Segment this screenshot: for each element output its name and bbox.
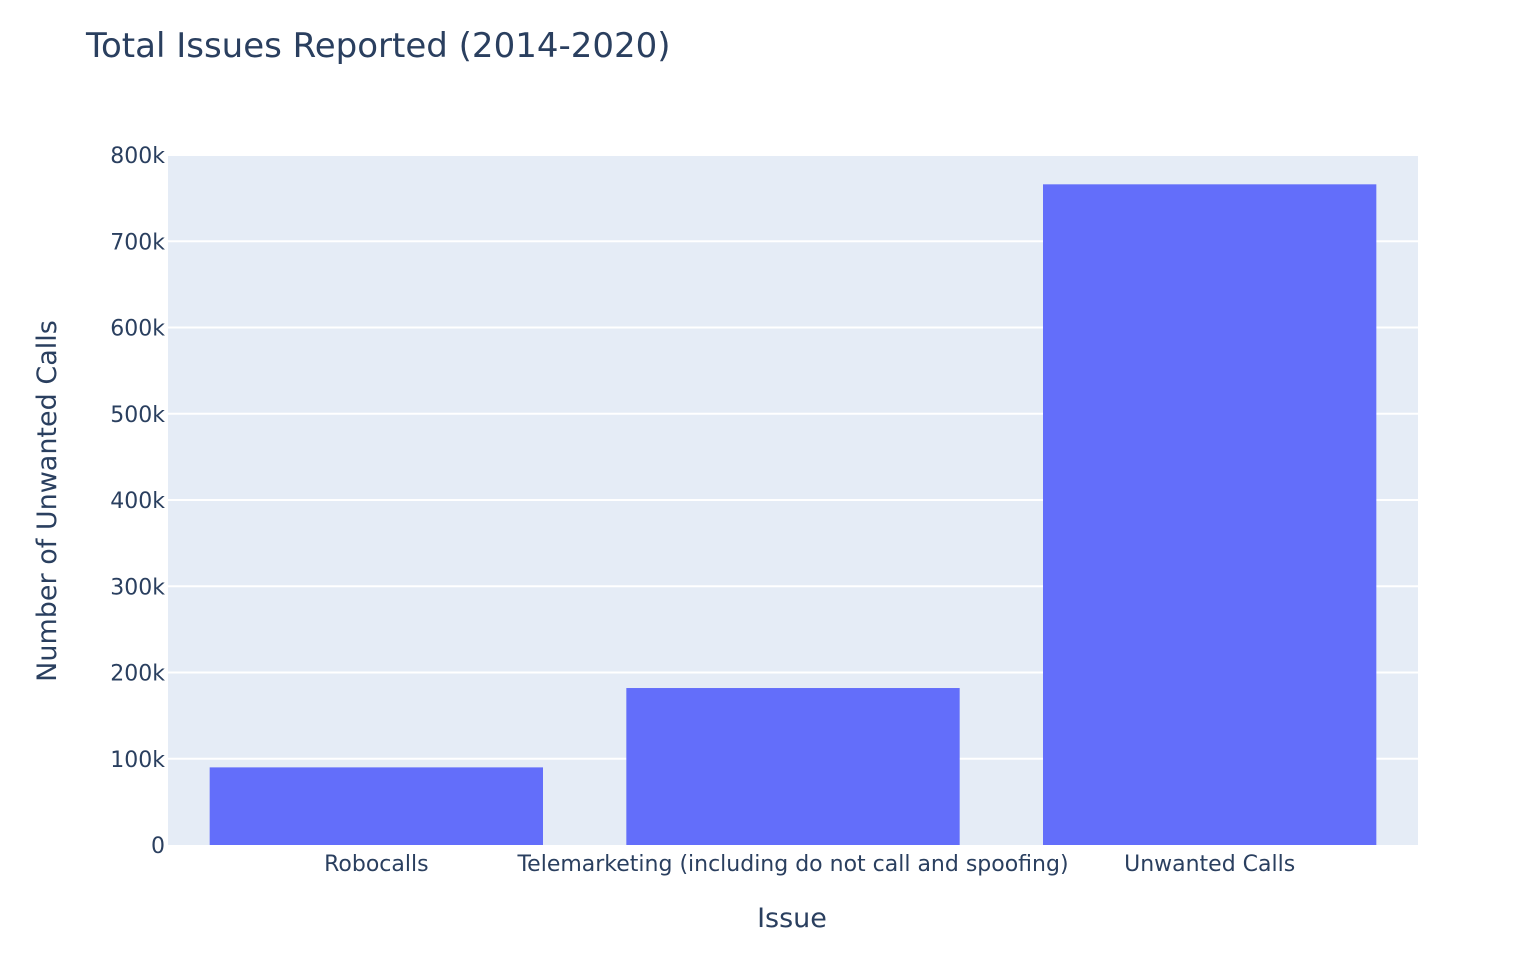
chart-title: Total Issues Reported (2014-2020) (85, 26, 671, 66)
y-tick-label: 200k (110, 662, 165, 687)
bar-robocalls (209, 767, 543, 845)
y-axis-ticks: 0 100k 200k 300k 400k 500k 600k 700k 800k (110, 144, 165, 859)
x-tick-label: Unwanted Calls (1124, 852, 1295, 877)
y-tick-label: 800k (110, 144, 165, 169)
y-axis-title: Number of Unwanted Calls (32, 320, 63, 682)
bars (209, 184, 1377, 845)
y-tick-label: 600k (110, 317, 165, 342)
y-tick-label: 100k (110, 748, 165, 773)
bar-unwanted-calls (1043, 184, 1377, 845)
x-axis-title: Issue (757, 903, 827, 934)
x-tick-label: Telemarketing (including do not call and… (516, 852, 1068, 877)
bar-telemarketing-including-do-not-call-and-spoofing (626, 688, 960, 845)
y-tick-label: 300k (110, 575, 165, 600)
y-tick-label: 0 (151, 834, 165, 859)
y-tick-label: 500k (110, 403, 165, 428)
x-axis-ticks: Robocalls Telemarketing (including do not… (324, 852, 1295, 877)
y-tick-label: 400k (110, 489, 165, 514)
x-tick-label: Robocalls (324, 852, 428, 877)
y-tick-label: 700k (110, 230, 165, 255)
